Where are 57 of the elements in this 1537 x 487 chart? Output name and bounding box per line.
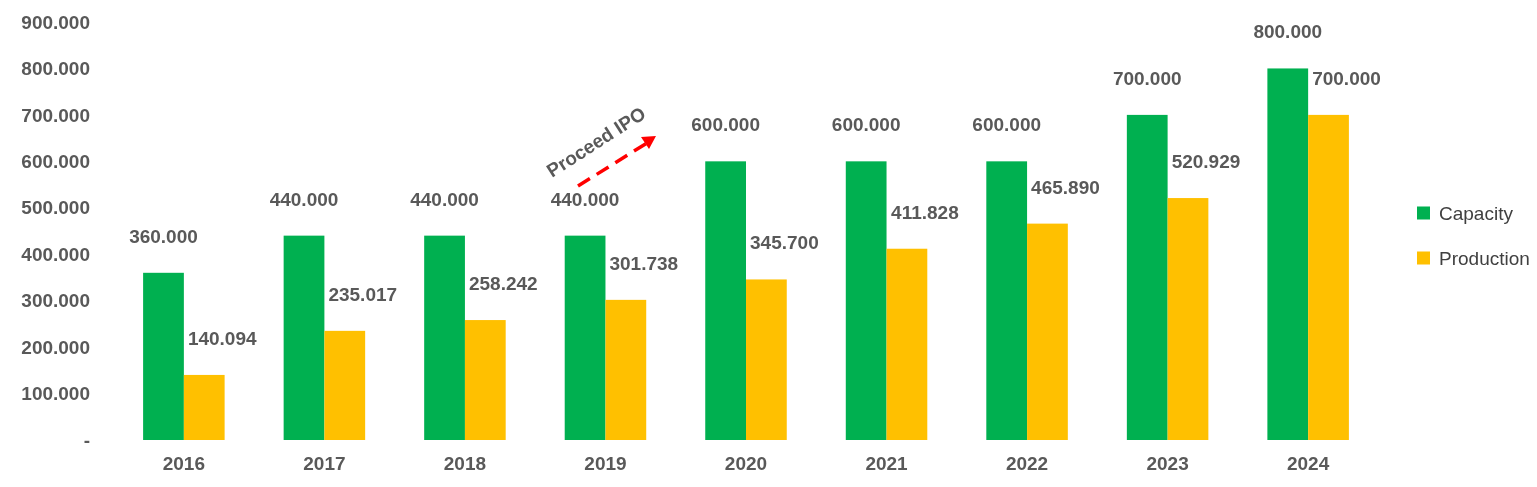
y-tick-label: 100.000 — [21, 383, 90, 405]
bar — [1027, 223, 1068, 440]
bar — [283, 235, 325, 440]
bar — [143, 272, 184, 440]
data-label: 600.000 — [972, 114, 1042, 136]
data-label: 520.929 — [1171, 151, 1241, 173]
data-label: 440.000 — [410, 188, 479, 210]
data-label: 600.000 — [831, 114, 901, 136]
y-tick-label: 800.000 — [21, 58, 90, 80]
data-label: 600.000 — [691, 114, 760, 136]
bar — [1126, 114, 1168, 440]
y-tick-label: 700.000 — [21, 104, 90, 126]
data-label: 235.017 — [328, 283, 398, 305]
bar — [464, 320, 506, 440]
data-label: 301.738 — [609, 252, 679, 274]
y-tick-label: - — [83, 429, 90, 451]
bar — [986, 161, 1028, 440]
x-tick-label: 2022 — [1005, 453, 1049, 474]
bar — [886, 248, 928, 440]
data-label: 140.094 — [187, 327, 258, 349]
data-label: 440.000 — [269, 188, 339, 210]
data-label: 465.890 — [1031, 176, 1100, 198]
data-label: 700.000 — [1112, 67, 1182, 89]
x-tick-label: 2020 — [724, 453, 768, 474]
y-tick-label: 600.000 — [21, 150, 90, 172]
bar — [605, 299, 647, 440]
bar — [746, 279, 787, 440]
x-tick-label: 2021 — [865, 453, 909, 474]
x-tick-label: 2019 — [584, 453, 627, 474]
legend-label: Capacity — [1439, 202, 1514, 224]
bar — [1308, 114, 1349, 440]
bar — [845, 161, 887, 440]
data-label: 258.242 — [468, 273, 538, 295]
data-label: 800.000 — [1253, 21, 1323, 43]
data-label: 440.000 — [550, 188, 620, 210]
x-tick-label: 2023 — [1146, 453, 1189, 474]
x-tick-label: 2016 — [162, 453, 205, 474]
y-tick-label: 400.000 — [21, 243, 90, 265]
legend-label: Production — [1439, 247, 1530, 269]
bar — [183, 374, 225, 440]
data-label: 700.000 — [1312, 67, 1381, 89]
y-tick-label: 300.000 — [21, 290, 90, 312]
bar — [424, 235, 465, 440]
bar — [1267, 68, 1309, 440]
data-label: 345.700 — [750, 232, 819, 254]
bar — [1167, 198, 1209, 440]
bar — [564, 235, 606, 440]
bar — [324, 330, 366, 440]
y-tick-label: 200.000 — [21, 336, 90, 358]
x-tick-label: 2017 — [303, 453, 346, 474]
data-label: 360.000 — [129, 225, 198, 247]
bar — [705, 161, 746, 440]
x-tick-label: 2024 — [1287, 453, 1330, 474]
y-tick-label: 500.000 — [21, 197, 90, 219]
y-tick-label: 900.000 — [21, 11, 90, 33]
data-label: 411.828 — [891, 201, 959, 223]
x-tick-label: 2018 — [443, 453, 487, 474]
